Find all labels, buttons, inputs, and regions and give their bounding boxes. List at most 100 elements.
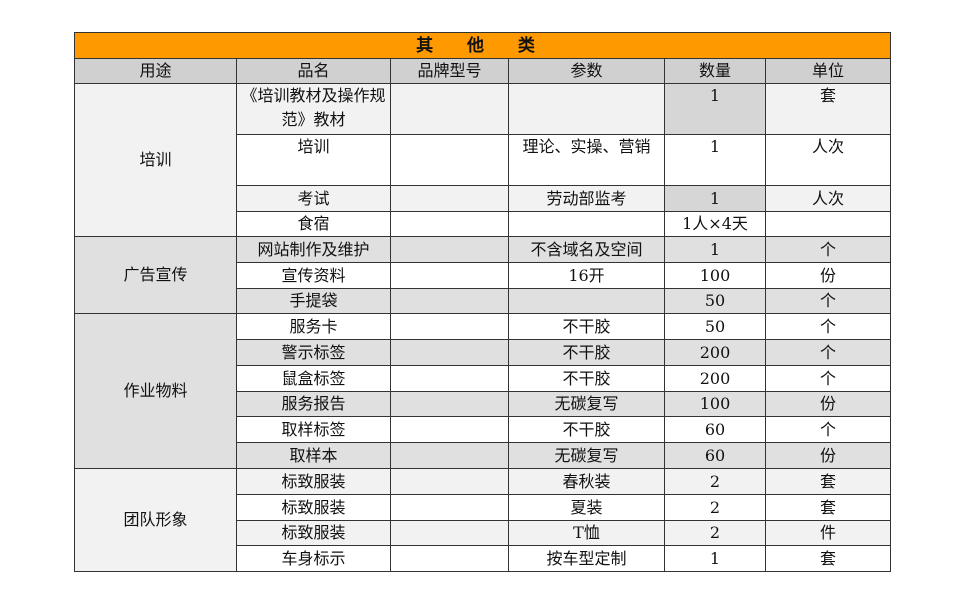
item-name-cell: 标致服装: [236, 494, 391, 521]
brand-model-cell: [390, 288, 509, 314]
parameters-cell: 无碳复写: [508, 442, 665, 469]
unit-cell: 人次: [765, 185, 891, 212]
parameters-cell: 不干胶: [508, 339, 665, 366]
other-items-table: 其 他 类 用途 品名 品牌型号 参数 数量 单位 培训 《培训教材及操作规范》教…: [74, 32, 891, 572]
unit-cell: 个: [765, 288, 891, 314]
table-row: 取样本 无碳复写 60 份: [75, 442, 891, 469]
item-name-cell: 警示标签: [236, 339, 391, 366]
quantity-cell: 60: [664, 442, 766, 469]
table-row: 标致服装 夏装 2 套: [75, 494, 891, 521]
brand-model-cell: [390, 211, 509, 237]
item-name-cell: 车身标示: [236, 545, 391, 572]
table-row: 标致服装 T恤 2 件: [75, 520, 891, 546]
unit-cell: 套: [765, 468, 891, 495]
quantity-cell: 60: [664, 416, 766, 443]
parameters-cell: 不干胶: [508, 365, 665, 392]
table-row: 食宿 1人×4天: [75, 211, 891, 237]
table-row: 取样标签 不干胶 60 个: [75, 416, 891, 443]
item-name-cell: 《培训教材及操作规范》教材: [236, 83, 391, 135]
item-name-cell: 宣传资料: [236, 262, 391, 289]
parameters-cell: 春秋装: [508, 468, 665, 495]
header-purpose: 用途: [74, 58, 237, 84]
quantity-cell: 1: [664, 83, 766, 135]
parameters-cell: 无碳复写: [508, 391, 665, 417]
quantity-cell: 2: [664, 494, 766, 521]
quantity-cell: 2: [664, 520, 766, 546]
parameters-cell: [508, 211, 665, 237]
purpose-cell: 作业物料: [74, 313, 237, 469]
header-unit: 单位: [765, 58, 891, 84]
quantity-cell: 1: [664, 134, 766, 186]
brand-model-cell: [390, 442, 509, 469]
table-row: 警示标签 不干胶 200 个: [75, 339, 891, 366]
unit-cell: 套: [765, 83, 891, 135]
brand-model-cell: [390, 520, 509, 546]
unit-cell: 个: [765, 365, 891, 392]
brand-model-cell: [390, 391, 509, 417]
parameters-cell: [508, 83, 665, 135]
parameters-cell: 16开: [508, 262, 665, 289]
parameters-cell: 不干胶: [508, 416, 665, 443]
header-quantity: 数量: [664, 58, 766, 84]
parameters-cell: 按车型定制: [508, 545, 665, 572]
brand-model-cell: [390, 365, 509, 392]
unit-cell: 人次: [765, 134, 891, 186]
table-title: 其 他 类: [74, 32, 891, 59]
parameters-cell: [508, 288, 665, 314]
unit-cell: 套: [765, 494, 891, 521]
item-name-cell: 服务报告: [236, 391, 391, 417]
parameters-cell: 劳动部监考: [508, 185, 665, 212]
item-name-cell: 标致服装: [236, 520, 391, 546]
quantity-cell: 100: [664, 391, 766, 417]
unit-cell: [765, 211, 891, 237]
brand-model-cell: [390, 545, 509, 572]
table-row: 广告宣传 网站制作及维护 不含域名及空间 1 个: [74, 236, 891, 314]
quantity-cell: 200: [664, 365, 766, 392]
unit-cell: 个: [765, 313, 891, 340]
table-row: 考试 劳动部监考 1 人次: [75, 185, 891, 212]
header-item-name: 品名: [236, 58, 391, 84]
header-brand-model: 品牌型号: [390, 58, 509, 84]
item-name-cell: 鼠盒标签: [236, 365, 391, 392]
unit-cell: 份: [765, 442, 891, 469]
unit-cell: 份: [765, 262, 891, 289]
table-row: 车身标示 按车型定制 1 套: [75, 545, 891, 572]
table-row: 培训 理论、实操、营销 1 人次: [75, 134, 891, 186]
quantity-cell: 1: [664, 236, 766, 263]
unit-cell: 套: [765, 545, 891, 572]
item-name-cell: 考试: [236, 185, 391, 212]
brand-model-cell: [390, 494, 509, 521]
brand-model-cell: [390, 468, 509, 495]
brand-model-cell: [390, 339, 509, 366]
unit-cell: 个: [765, 416, 891, 443]
item-name-cell: 网站制作及维护: [236, 236, 391, 263]
item-name-cell: 取样本: [236, 442, 391, 469]
table-row: 服务报告 无碳复写 100 份: [75, 391, 891, 417]
parameters-cell: 理论、实操、营销: [508, 134, 665, 186]
brand-model-cell: [390, 185, 509, 212]
table-row: 手提袋 50 个: [75, 288, 891, 314]
brand-model-cell: [390, 236, 509, 263]
parameters-cell: 夏装: [508, 494, 665, 521]
brand-model-cell: [390, 83, 509, 135]
table-row: 鼠盒标签 不干胶 200 个: [75, 365, 891, 392]
parameters-cell: T恤: [508, 520, 665, 546]
quantity-cell: 50: [664, 313, 766, 340]
quantity-cell: 2: [664, 468, 766, 495]
brand-model-cell: [390, 416, 509, 443]
table-row: 作业物料 服务卡 不干胶 50 个: [74, 313, 891, 469]
quantity-cell: 1: [664, 185, 766, 212]
unit-cell: 份: [765, 391, 891, 417]
header-row: 用途 品名 品牌型号 参数 数量 单位: [74, 58, 891, 84]
quantity-cell: 50: [664, 288, 766, 314]
item-name-cell: 手提袋: [236, 288, 391, 314]
item-name-cell: 服务卡: [236, 313, 391, 340]
parameters-cell: 不干胶: [508, 313, 665, 340]
item-name-cell: 取样标签: [236, 416, 391, 443]
purpose-cell: 团队形象: [74, 468, 237, 572]
brand-model-cell: [390, 262, 509, 289]
unit-cell: 件: [765, 520, 891, 546]
parameters-cell: 不含域名及空间: [508, 236, 665, 263]
table-row: 培训 《培训教材及操作规范》教材 1 套: [74, 83, 891, 237]
unit-cell: 个: [765, 236, 891, 263]
